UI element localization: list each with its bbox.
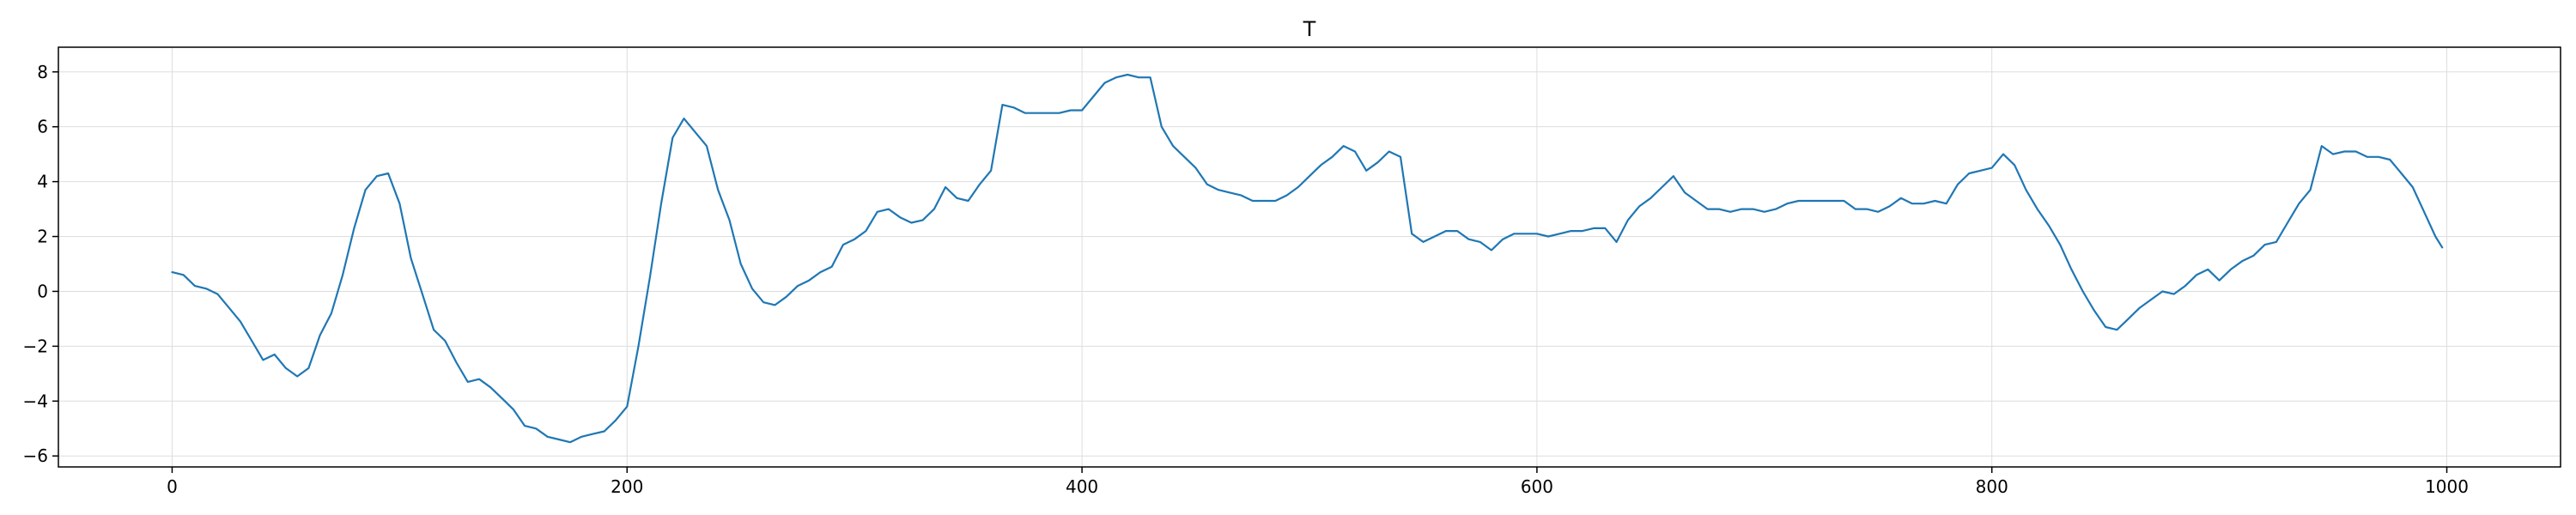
y-tick-label: 4 xyxy=(37,172,48,192)
y-tick-label: −6 xyxy=(23,445,48,466)
y-tick-label: −4 xyxy=(23,391,48,411)
y-tick-label: 8 xyxy=(37,62,48,82)
y-tick-label: 6 xyxy=(37,117,48,137)
y-tick-label: 0 xyxy=(37,281,48,301)
x-tick-label: 600 xyxy=(1521,476,1553,497)
y-tick-label: −2 xyxy=(23,336,48,356)
x-axis: 0 200 400 600 800 1000 xyxy=(167,467,2469,497)
x-tick-label: 800 xyxy=(1976,476,2008,497)
grid-layer xyxy=(58,47,2561,467)
x-tick-label: 1000 xyxy=(2425,476,2469,497)
y-axis: −6 −4 −2 0 2 4 6 8 xyxy=(23,62,58,466)
series-line xyxy=(171,73,2444,444)
chart-title: T xyxy=(1303,17,1316,41)
plot-frame xyxy=(58,46,2561,468)
x-tick-label: 0 xyxy=(167,476,178,497)
x-tick-label: 400 xyxy=(1066,476,1098,497)
x-tick-label: 200 xyxy=(611,476,643,497)
y-tick-label: 2 xyxy=(37,227,48,247)
series-layer xyxy=(171,73,2444,444)
